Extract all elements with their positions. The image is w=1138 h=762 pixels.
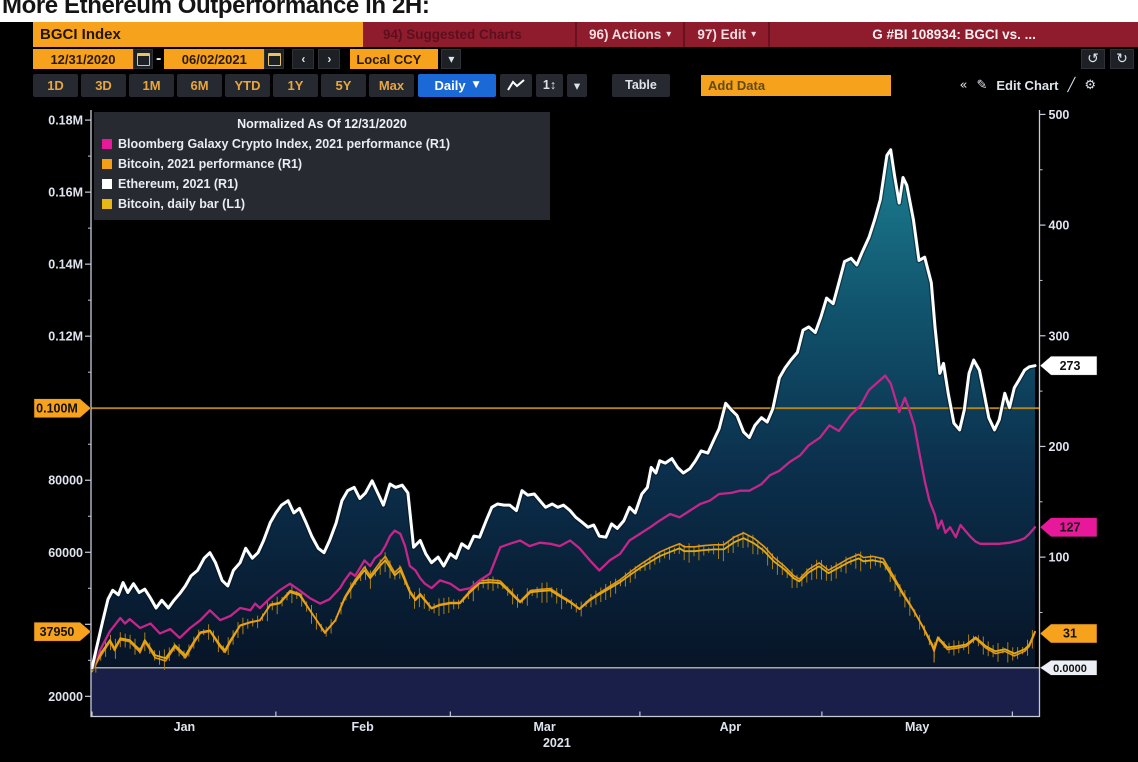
price-badge-label: 0.0000	[1053, 663, 1087, 675]
date-to-field[interactable]: 06/02/2021	[164, 49, 265, 69]
right-axis-label: 200	[1049, 440, 1070, 454]
chart-id-tab[interactable]: G #BI 108934: BGCI vs. ...	[768, 22, 1138, 47]
headline-bar: More Ethereum Outperformance in 2H:	[0, 0, 1138, 22]
legend-label: Bitcoin, 2021 performance (R1)	[118, 157, 303, 171]
security-axis-toggle[interactable]: 1↕	[536, 73, 563, 97]
x-axis-month-label: May	[905, 720, 929, 734]
frequency-select[interactable]: Daily ▼	[418, 73, 496, 97]
right-axis-label: 300	[1049, 329, 1070, 343]
x-axis-month-label: Mar	[534, 720, 556, 734]
price-badge-label: 37950	[40, 625, 75, 639]
period-button-3d[interactable]: 3D	[81, 73, 126, 97]
period-buttons: 1D 3D 1M 6M YTD 1Y 5Y Max	[33, 73, 417, 97]
bgci-line	[90, 374, 1037, 669]
chart-options-dropdown-icon[interactable]: ▾	[567, 73, 587, 97]
page-title: More Ethereum Outperformance in 2H:	[2, 0, 430, 19]
annotate-icon[interactable]: ╱	[1067, 77, 1076, 93]
left-axis-label: 20000	[48, 690, 83, 704]
chevron-down-icon: ▾	[751, 29, 757, 40]
currency-dropdown-icon[interactable]: ▾	[441, 49, 462, 69]
price-badge-label: 31	[1063, 627, 1077, 641]
date-from-field[interactable]: 12/31/2020	[33, 49, 133, 69]
chevron-down-icon: ▼	[472, 80, 480, 90]
left-axis-label: 80000	[48, 474, 83, 488]
x-axis-month-label: Feb	[352, 720, 375, 734]
currency-select[interactable]: Local CCY	[350, 49, 439, 69]
left-axis-label: 0.18M	[48, 114, 83, 128]
price-badge	[1039, 623, 1098, 644]
gear-icon[interactable]: ⚙	[1084, 77, 1096, 93]
security-ticker-field[interactable]: BGCI Index	[33, 22, 363, 47]
bitcoin-performance-line	[91, 532, 1036, 673]
prev-period-button[interactable]: ‹	[292, 49, 315, 69]
legend-swatch	[102, 139, 112, 149]
table-button[interactable]: Table	[612, 73, 670, 97]
legend-item[interactable]: Bitcoin, daily bar (L1)	[102, 194, 542, 214]
add-data-input[interactable]	[701, 74, 891, 96]
next-period-button[interactable]: ›	[318, 49, 341, 69]
right-axis-label: 400	[1049, 219, 1070, 233]
edit-chart-button[interactable]: Edit Chart	[996, 77, 1059, 93]
chart-legend: Normalized As Of 12/31/2020 Bloomberg Ga…	[94, 112, 550, 220]
legend-label: Ethereum, 2021 (R1)	[118, 177, 239, 191]
period-button-ytd[interactable]: YTD	[225, 73, 270, 97]
edit-menu[interactable]: 97) Edit ▾	[683, 22, 768, 47]
period-button-max[interactable]: Max	[369, 73, 414, 97]
calendar-icon[interactable]	[133, 49, 153, 69]
price-badge	[33, 398, 92, 418]
pencil-icon[interactable]: ✎	[976, 77, 988, 93]
period-button-5y[interactable]: 5Y	[321, 73, 366, 97]
period-button-1d[interactable]: 1D	[33, 73, 78, 97]
left-axis-label: 0.16M	[48, 186, 83, 200]
line-chart-type-icon[interactable]	[500, 73, 532, 97]
price-badge	[33, 621, 92, 642]
date-range-separator: -	[156, 50, 162, 67]
plot-frame	[90, 110, 1041, 718]
collapse-icon[interactable]: «	[959, 77, 968, 93]
legend-swatch	[102, 199, 112, 209]
price-badge-label: 0.100M	[36, 401, 78, 415]
below-zero-band	[91, 668, 1040, 717]
price-badge	[1039, 660, 1098, 676]
actions-menu[interactable]: 96) Actions ▾	[575, 22, 683, 47]
ethereum-area-fill	[92, 149, 1035, 668]
price-badge-label: 127	[1060, 520, 1081, 534]
bitcoin-price-line	[91, 537, 1036, 670]
date-range-row: 12/31/2020 - 06/02/2021 ‹ › Local CCY ▾ …	[0, 48, 1138, 70]
red-menu-bar: 94) Suggested Charts 96) Actions ▾ 97) E…	[363, 22, 1138, 47]
chevron-down-icon: ▾	[666, 29, 672, 40]
redo-icon[interactable]: ↻	[1110, 49, 1134, 69]
legend-label: Bitcoin, daily bar (L1)	[118, 197, 246, 211]
price-badge	[1039, 517, 1098, 537]
price-badge-label: 273	[1060, 359, 1081, 373]
security-menu-row: BGCI Index 94) Suggested Charts 96) Acti…	[0, 22, 1138, 47]
right-axis-label: 500	[1049, 108, 1070, 122]
edit-chart-cluster: « ✎ Edit Chart ╱ ⚙	[960, 78, 1096, 93]
legend-swatch	[102, 159, 112, 169]
period-button-1m[interactable]: 1M	[129, 73, 174, 97]
x-axis-month-label: Jan	[174, 720, 196, 734]
left-axis-label: 0.12M	[48, 330, 83, 344]
ethereum-line	[90, 148, 1037, 670]
legend-item[interactable]: Ethereum, 2021 (R1)	[102, 174, 542, 194]
price-chart: 0.18M 0.16M 0.14M 0.12M 80000 60000 20000 500 40…	[33, 108, 1098, 750]
legend-title: Normalized As Of 12/31/2020	[237, 117, 407, 131]
legend-item[interactable]: Bitcoin, 2021 performance (R1)	[102, 154, 542, 174]
price-badge	[1039, 355, 1098, 376]
x-axis-month-label: Apr	[720, 720, 742, 734]
left-axis-label: 60000	[48, 546, 83, 560]
left-axis-label: 0.14M	[48, 258, 83, 272]
legend-item[interactable]: Bloomberg Galaxy Crypto Index, 2021 perf…	[102, 134, 542, 154]
right-axis-label: 100	[1049, 551, 1070, 565]
period-button-1y[interactable]: 1Y	[273, 73, 318, 97]
legend-label: Bloomberg Galaxy Crypto Index, 2021 perf…	[118, 137, 451, 151]
x-axis-year-label: 2021	[543, 736, 571, 750]
calendar-icon[interactable]	[264, 49, 285, 69]
legend-swatch	[102, 179, 112, 189]
suggested-charts-menu[interactable]: 94) Suggested Charts	[383, 27, 522, 42]
period-button-6m[interactable]: 6M	[177, 73, 222, 97]
undo-icon[interactable]: ↺	[1081, 49, 1105, 69]
